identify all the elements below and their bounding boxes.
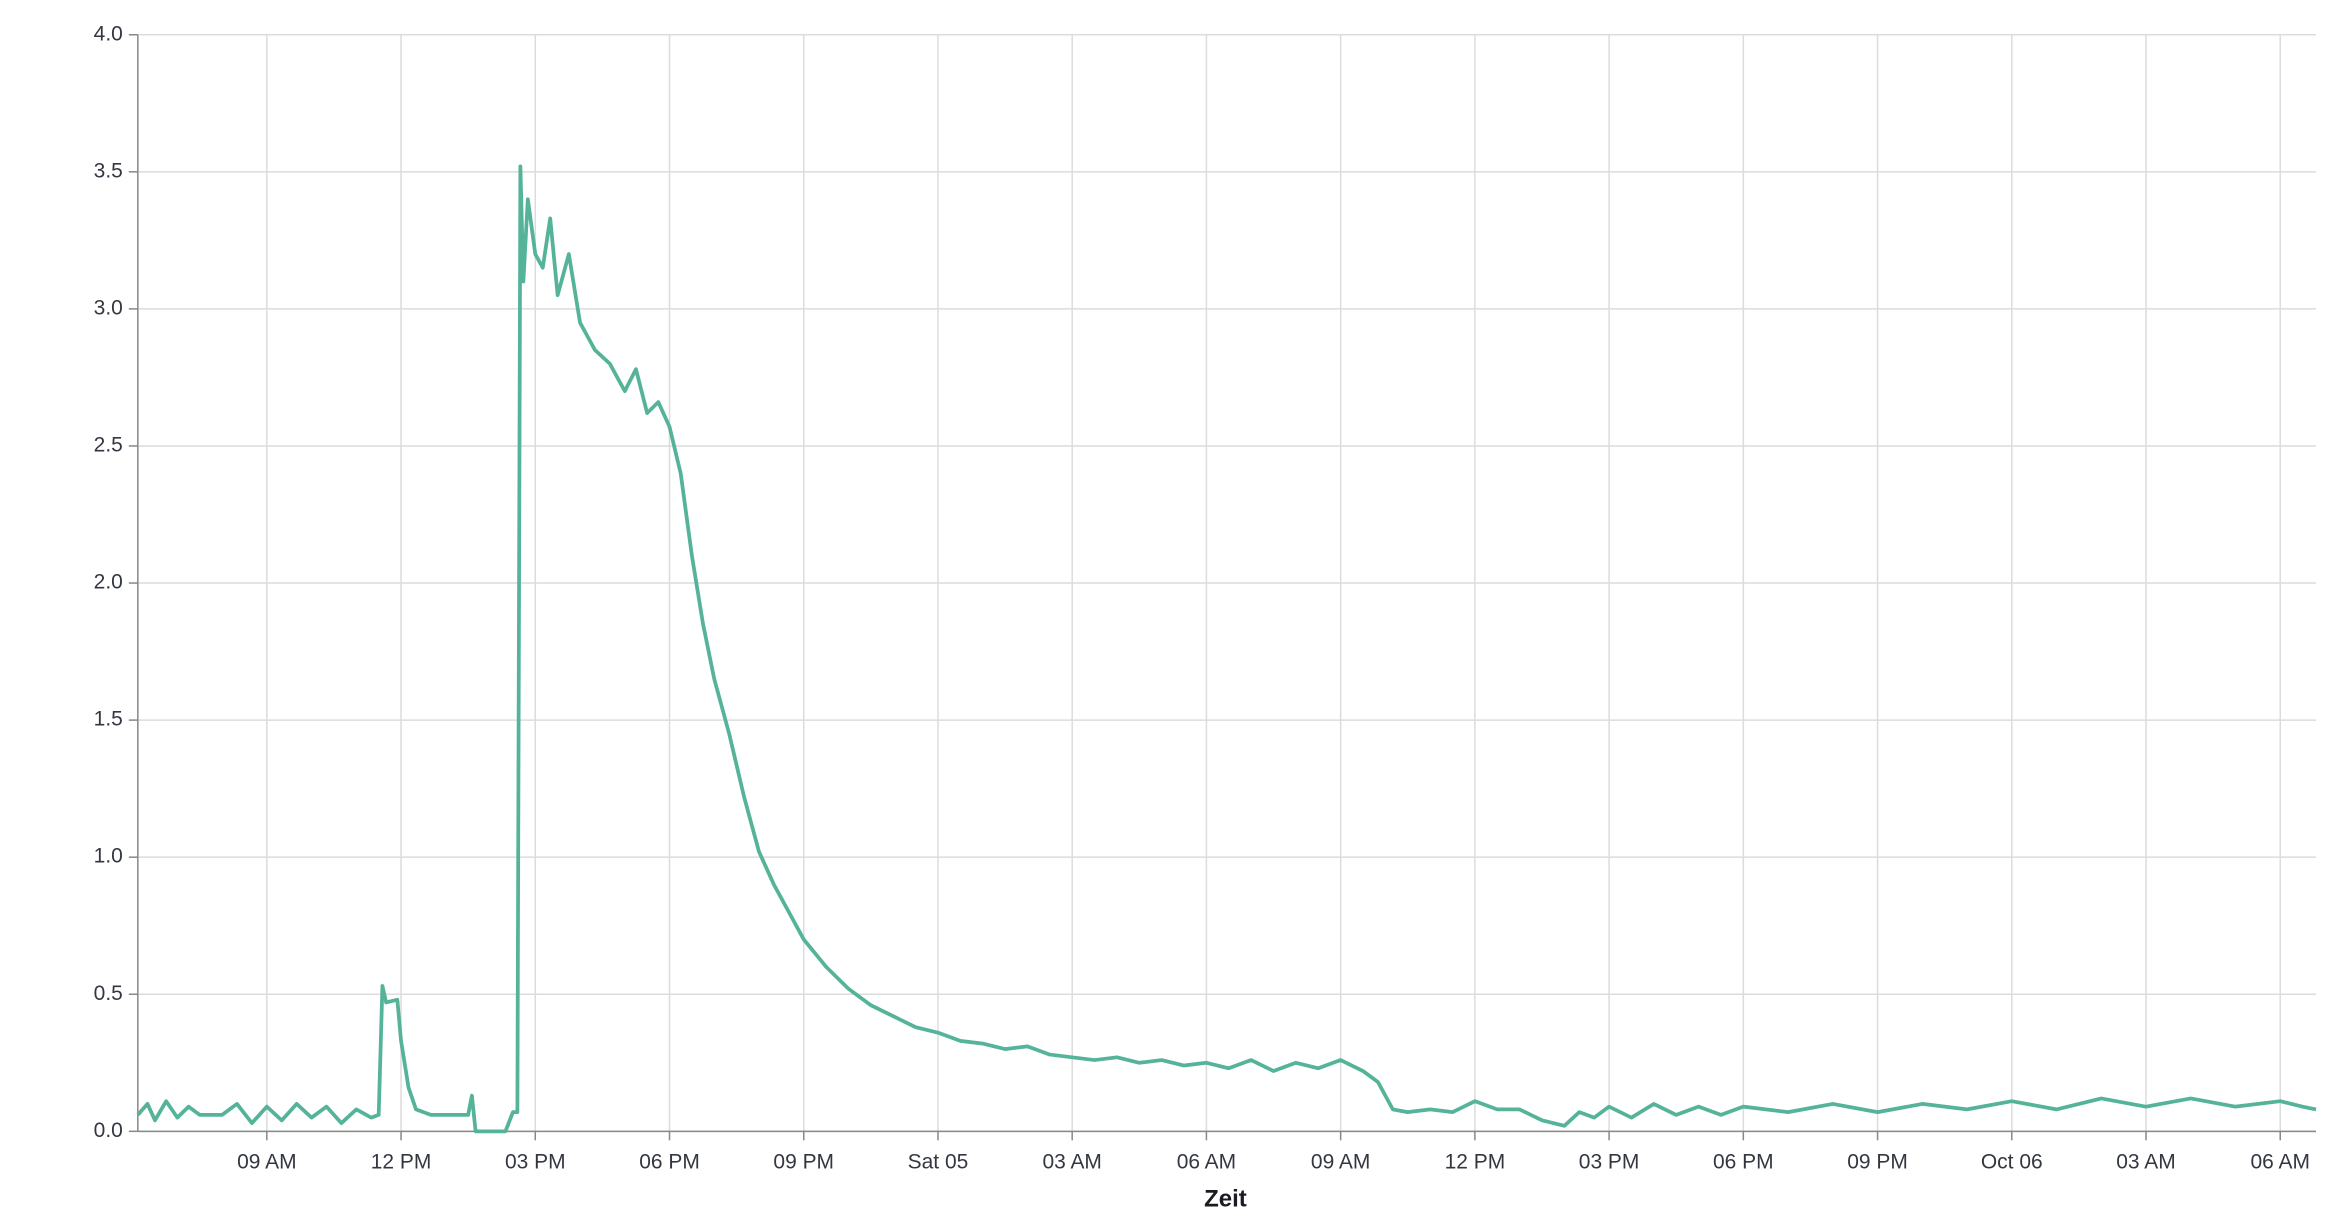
y-tick-label: 3.0: [94, 296, 123, 319]
y-tick-label: 2.0: [94, 571, 123, 594]
y-tick-label: 1.0: [94, 845, 123, 868]
x-axis-title: Zeit: [1204, 1186, 1247, 1213]
x-tick-label: 09 PM: [773, 1150, 834, 1173]
x-tick-label: 06 AM: [1177, 1150, 1236, 1173]
y-tick-label: 1.5: [94, 708, 123, 731]
y-tick-label: 4.0: [94, 22, 123, 45]
x-tick-label: Sat 05: [908, 1150, 969, 1173]
x-tick-label: Oct 06: [1981, 1150, 2043, 1173]
x-tick-label: 06 PM: [1713, 1150, 1774, 1173]
data-line: [136, 164, 2317, 1134]
y-tick-label: 3.5: [94, 159, 123, 182]
x-tick-label: 12 PM: [1445, 1150, 1506, 1173]
x-tick-label: 09 AM: [237, 1150, 296, 1173]
x-tick-label: 09 AM: [1311, 1150, 1370, 1173]
x-tick-label: 03 PM: [505, 1150, 566, 1173]
x-tick-label: 03 AM: [1042, 1150, 1101, 1173]
x-tick-label: 03 PM: [1579, 1150, 1640, 1173]
x-tick-label: 06 AM: [2251, 1150, 2310, 1173]
x-tick-label: 06 PM: [639, 1150, 700, 1173]
x-tick-label: 03 AM: [2116, 1150, 2175, 1173]
x-tick-label: 09 PM: [1847, 1150, 1908, 1173]
y-tick-label: 2.5: [94, 434, 123, 457]
y-tick-label: 0.0: [94, 1119, 123, 1142]
y-tick-label: 0.5: [94, 982, 123, 1005]
x-tick-label: 12 PM: [371, 1150, 432, 1173]
